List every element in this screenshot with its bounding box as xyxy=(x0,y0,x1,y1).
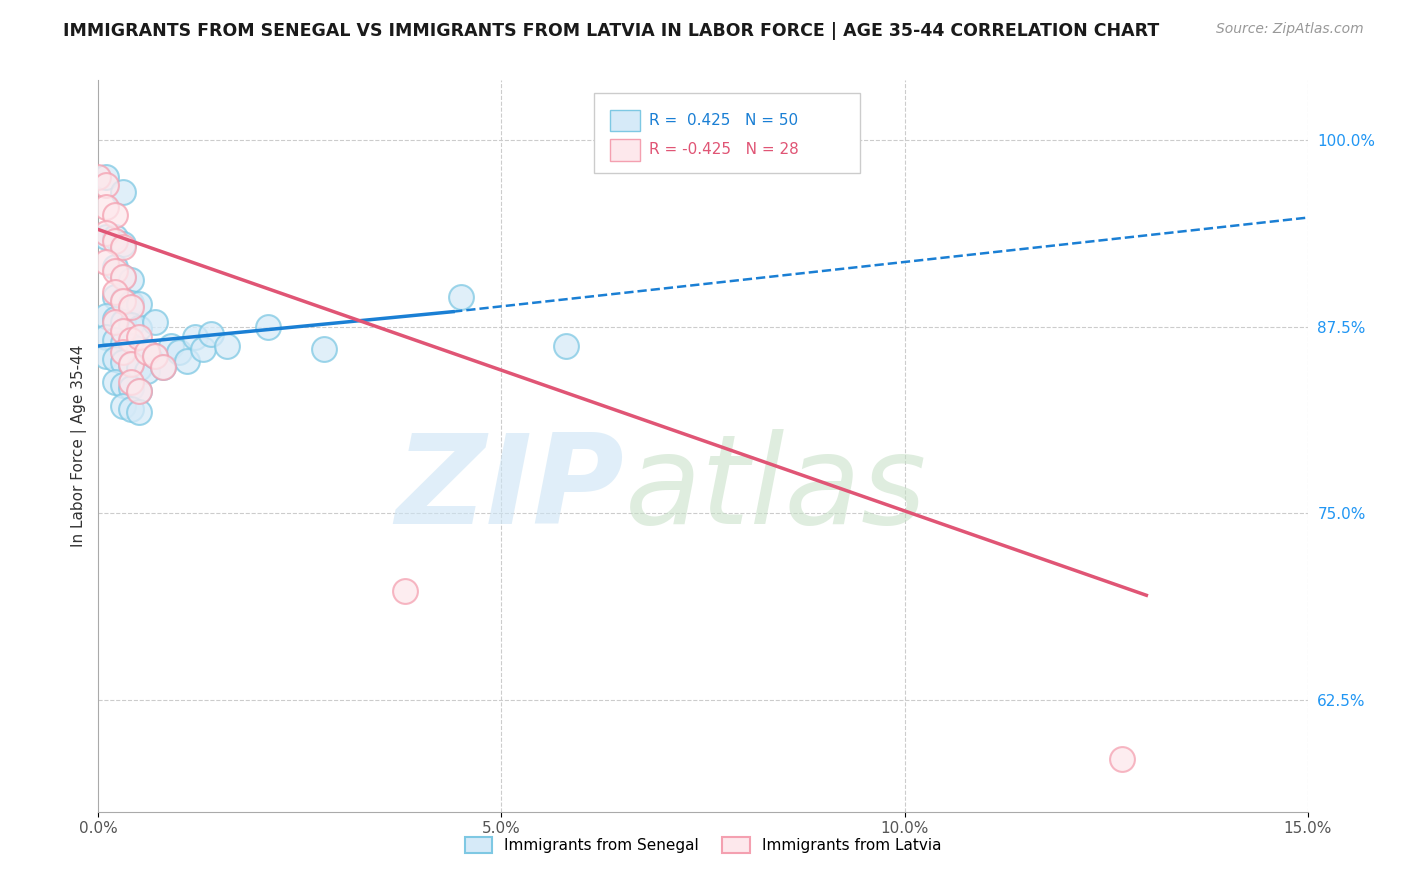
Y-axis label: In Labor Force | Age 35-44: In Labor Force | Age 35-44 xyxy=(72,345,87,547)
Point xyxy=(143,350,166,364)
Point xyxy=(152,359,174,374)
Point xyxy=(103,208,125,222)
Point xyxy=(96,309,118,323)
Point xyxy=(128,405,150,419)
Point xyxy=(128,361,150,376)
Point xyxy=(111,324,134,338)
Point xyxy=(193,342,215,356)
Point xyxy=(111,355,134,369)
Point xyxy=(152,359,174,374)
Point xyxy=(167,345,190,359)
Point xyxy=(120,359,142,373)
Point xyxy=(111,237,134,252)
Point xyxy=(111,345,134,359)
Point xyxy=(96,226,118,240)
Point xyxy=(103,315,125,329)
Point xyxy=(120,381,142,395)
Point xyxy=(120,401,142,416)
Legend: Immigrants from Senegal, Immigrants from Latvia: Immigrants from Senegal, Immigrants from… xyxy=(458,830,948,859)
Point xyxy=(135,364,157,378)
Point xyxy=(128,384,150,398)
Point xyxy=(96,230,118,244)
Bar xyxy=(610,110,640,131)
Point xyxy=(103,264,125,278)
Point xyxy=(120,357,142,371)
Point xyxy=(128,297,150,311)
Point xyxy=(128,342,150,356)
Point xyxy=(394,583,416,598)
Point xyxy=(111,336,134,351)
Point xyxy=(120,333,142,347)
Point xyxy=(128,330,150,344)
Point xyxy=(96,170,118,185)
Text: Source: ZipAtlas.com: Source: ZipAtlas.com xyxy=(1216,22,1364,37)
Point xyxy=(111,399,134,413)
Point xyxy=(128,384,150,398)
Point xyxy=(120,295,142,310)
Point xyxy=(120,318,142,332)
Point xyxy=(111,270,134,285)
Point xyxy=(96,178,118,192)
Point xyxy=(87,170,110,185)
Point xyxy=(143,350,166,364)
Point xyxy=(103,230,125,244)
Text: atlas: atlas xyxy=(624,429,927,550)
Point xyxy=(96,255,118,269)
Bar xyxy=(610,139,640,161)
Point xyxy=(111,270,134,285)
Point xyxy=(111,377,134,392)
Point xyxy=(256,319,278,334)
Point xyxy=(103,290,125,304)
Point xyxy=(103,285,125,300)
Point xyxy=(120,375,142,389)
Point xyxy=(120,273,142,287)
Point xyxy=(120,300,142,314)
Point xyxy=(111,240,134,254)
Point xyxy=(555,339,578,353)
Point xyxy=(1111,752,1133,766)
Point xyxy=(111,293,134,307)
Text: IMMIGRANTS FROM SENEGAL VS IMMIGRANTS FROM LATVIA IN LABOR FORCE | AGE 35-44 COR: IMMIGRANTS FROM SENEGAL VS IMMIGRANTS FR… xyxy=(63,22,1160,40)
Point xyxy=(135,345,157,359)
Point xyxy=(103,352,125,367)
Point xyxy=(111,315,134,329)
Point xyxy=(135,345,157,359)
Point xyxy=(103,375,125,389)
Point xyxy=(103,333,125,347)
Point xyxy=(200,326,222,341)
Point xyxy=(111,186,134,200)
Text: R =  0.425   N = 50: R = 0.425 N = 50 xyxy=(648,113,797,128)
Point xyxy=(143,315,166,329)
Point xyxy=(176,354,198,368)
Text: R = -0.425   N = 28: R = -0.425 N = 28 xyxy=(648,142,799,157)
Point xyxy=(96,350,118,364)
Point xyxy=(103,312,125,326)
Point xyxy=(450,290,472,304)
Point xyxy=(128,321,150,335)
Text: ZIP: ZIP xyxy=(395,429,624,550)
Point xyxy=(103,260,125,274)
Point xyxy=(120,339,142,353)
Point xyxy=(314,342,336,356)
Point xyxy=(217,339,239,353)
Point xyxy=(96,330,118,344)
Point xyxy=(111,294,134,309)
Point xyxy=(184,330,207,344)
Point xyxy=(103,235,125,249)
Point xyxy=(160,339,183,353)
FancyBboxPatch shape xyxy=(595,93,860,173)
Point xyxy=(96,200,118,214)
